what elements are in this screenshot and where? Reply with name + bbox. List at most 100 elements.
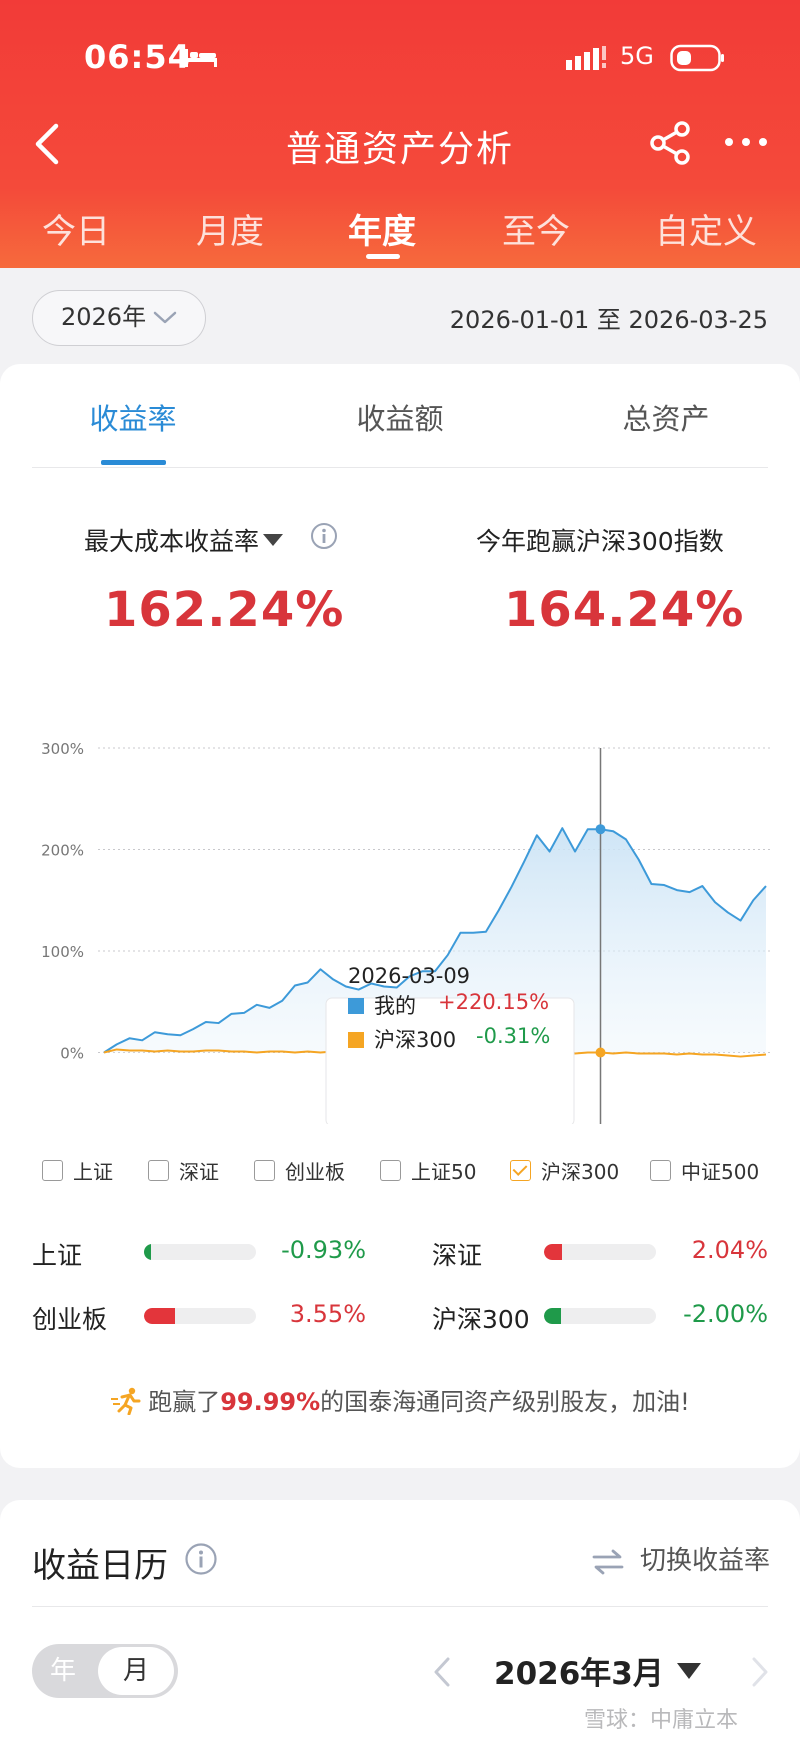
checkbox[interactable]	[254, 1160, 275, 1181]
active-tab-indicator	[366, 254, 400, 259]
beat-index-label: 今年跑赢沪深300指数	[476, 527, 724, 556]
max-cost-return-label: 最大成本收益率	[84, 527, 260, 556]
date-range: 2026-01-01 至 2026-03-25	[449, 306, 768, 334]
tab-year[interactable]: 年度	[348, 212, 416, 252]
checkbox-checked[interactable]	[510, 1160, 531, 1181]
tab-custom[interactable]: 自定义	[655, 212, 757, 252]
legend-label: 沪深300	[541, 1160, 620, 1184]
cursor-point-mine	[595, 824, 606, 835]
index-name-chinext: 创业板	[32, 1305, 108, 1334]
index-value-hs300: -2.00%	[683, 1300, 768, 1328]
chevron-right-icon[interactable]	[750, 1656, 770, 1688]
tab-return-rate[interactable]: 收益率	[89, 402, 177, 436]
index-bar-fill	[544, 1244, 562, 1260]
tooltip-hs300-value: -0.31%	[476, 1024, 551, 1048]
checkbox[interactable]	[380, 1160, 401, 1181]
legend-shanghai[interactable]: 上证	[42, 1156, 113, 1185]
signal-icon	[566, 46, 606, 70]
return-chart[interactable]: 300%200%100%0%-100%202601052026011620260…	[0, 674, 800, 1124]
y-tick-label: 100%	[41, 943, 84, 961]
share-icon[interactable]	[648, 120, 694, 166]
page-title: 普通资产分析	[285, 129, 514, 170]
index-value-chinext: 3.55%	[289, 1300, 366, 1328]
app-header: 06:54 5G 普通资产分析 今日 月度 年度	[0, 0, 800, 268]
index-name-shanghai: 上证	[32, 1241, 83, 1270]
legend-csi500[interactable]: 中证500	[650, 1156, 759, 1185]
more-icon[interactable]	[724, 132, 768, 152]
swap-icon[interactable]	[592, 1548, 624, 1576]
metric-tabs: 收益率 收益额 总资产	[0, 364, 800, 468]
cursor-point-hs300	[595, 1047, 606, 1058]
index-bar-shenzhen	[544, 1244, 656, 1260]
year-dropdown-label: 2026年	[61, 303, 147, 331]
sleep-icon	[185, 49, 217, 67]
tooltip-hs300-swatch	[348, 1032, 364, 1048]
toggle-year[interactable]: 年	[49, 1656, 76, 1686]
tooltip-mine-swatch	[348, 998, 364, 1014]
tooltip-mine-name: 我的	[374, 994, 416, 1018]
running-person-icon	[111, 1387, 141, 1415]
tab-month[interactable]: 月度	[196, 212, 264, 252]
watermark-text: 雪球：中庸立本	[584, 1708, 739, 1733]
tab-return-amount[interactable]: 收益额	[356, 402, 444, 436]
legend-chinext[interactable]: 创业板	[254, 1156, 345, 1185]
year-dropdown[interactable]: 2026年	[32, 290, 206, 346]
beat-prefix: 跑赢了	[148, 1388, 221, 1416]
tab-to-date[interactable]: 至今	[502, 212, 570, 252]
y-tick-label: 300%	[41, 740, 84, 758]
y-tick-label: 0%	[60, 1045, 84, 1063]
battery-icon	[670, 44, 724, 72]
chevron-down-icon	[153, 311, 177, 324]
index-bar-chinext	[144, 1308, 256, 1324]
legend-hs300[interactable]: 沪深300	[510, 1156, 619, 1185]
index-bar-shanghai	[144, 1244, 256, 1260]
toggle-month[interactable]: 月	[98, 1647, 174, 1695]
legend-label: 创业板	[285, 1160, 345, 1184]
index-name-shenzhen: 深证	[432, 1241, 483, 1270]
checkbox[interactable]	[650, 1160, 671, 1181]
legend-label: 深证	[179, 1160, 219, 1184]
divider	[32, 467, 768, 468]
legend-label: 中证500	[681, 1160, 760, 1184]
beat-suffix: 的国泰海通同资产级别股友，加油!	[320, 1388, 690, 1416]
returns-card: 收益率 收益额 总资产 最大成本收益率 今年跑赢沪深300指数 162.24% …	[0, 364, 800, 1468]
period-tabs: 今日 月度 年度 至今 自定义	[0, 204, 800, 264]
index-bar-fill	[544, 1308, 561, 1324]
series-line-mine	[103, 827, 767, 1054]
status-time: 06:54	[84, 38, 191, 76]
switch-return-rate-button[interactable]: 切换收益率	[640, 1546, 771, 1576]
tab-today[interactable]: 今日	[42, 212, 110, 252]
index-bar-hs300	[544, 1308, 656, 1324]
checkbox[interactable]	[42, 1160, 63, 1181]
index-bar-fill	[144, 1308, 176, 1324]
tooltip-date: 2026-03-09	[348, 964, 471, 988]
tooltip-hs300-name: 沪深300	[374, 1028, 457, 1052]
index-legend: 上证 深证 创业板 上证50 沪深300 中证500	[0, 1156, 800, 1196]
max-cost-return-value: 162.24%	[104, 582, 345, 638]
back-icon[interactable]	[30, 120, 64, 168]
index-bar-fill	[144, 1244, 151, 1260]
dropdown-triangle-icon[interactable]	[676, 1662, 702, 1680]
info-icon[interactable]	[310, 522, 338, 550]
beat-index-value: 164.24%	[504, 582, 745, 638]
year-month-toggle[interactable]: 年 月	[32, 1644, 178, 1698]
metric-tab-indicator	[101, 460, 166, 465]
tab-total-assets[interactable]: 总资产	[622, 402, 710, 436]
dropdown-triangle-icon	[263, 534, 284, 546]
legend-label: 上证50	[411, 1160, 477, 1184]
return-calendar-card: 收益日历 切换收益率 年 月 2026年3月 雪球：中庸立本	[0, 1500, 800, 1738]
beat-percentage: 99.99%	[220, 1388, 321, 1416]
checkbox[interactable]	[148, 1160, 169, 1181]
chart-tooltip	[325, 997, 575, 1124]
legend-shenzhen[interactable]: 深证	[148, 1156, 219, 1185]
index-value-shanghai: -0.93%	[281, 1236, 366, 1264]
beat-peers-text: 跑赢了99.99%的国泰海通同资产级别股友，加油!	[0, 1382, 800, 1417]
index-name-hs300: 沪深300	[432, 1305, 530, 1334]
legend-sse50[interactable]: 上证50	[380, 1156, 476, 1185]
info-icon[interactable]	[184, 1542, 218, 1576]
max-cost-return-selector[interactable]: 最大成本收益率	[84, 522, 284, 558]
calendar-month-label[interactable]: 2026年3月	[494, 1656, 664, 1692]
index-value-shenzhen: 2.04%	[691, 1236, 768, 1264]
chevron-left-icon[interactable]	[432, 1656, 452, 1688]
network-label: 5G	[620, 42, 654, 70]
